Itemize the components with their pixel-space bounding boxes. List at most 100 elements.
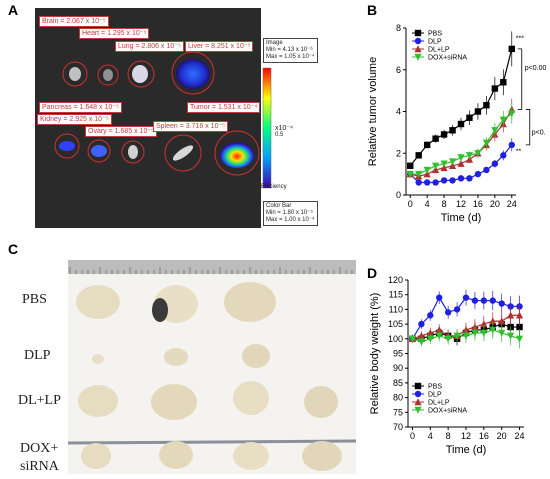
x-tick-label: 20 (490, 199, 500, 209)
data-point (462, 294, 470, 301)
tumor-dlp-1 (92, 354, 104, 364)
data-point (483, 102, 490, 109)
tumor-roi (214, 130, 260, 176)
liver-organ (176, 59, 210, 89)
y-tick-label: 75 (393, 407, 403, 417)
significance-bracket-2 (525, 109, 531, 146)
tumor-pbs-3 (224, 282, 276, 322)
data-point (407, 162, 414, 169)
y-tick-label: 120 (388, 275, 403, 285)
scale-unit-label: x10⁻⁴ (275, 125, 293, 132)
color-scale-bar (262, 67, 272, 189)
ovary-organ (128, 145, 138, 159)
legend-label: DLP (428, 392, 442, 399)
y-tick-label: 8 (396, 23, 401, 33)
data-point (508, 141, 515, 149)
data-point (466, 175, 473, 182)
y-tick-label: 85 (393, 378, 403, 388)
tumor-dox-3 (233, 442, 269, 470)
data-point (489, 326, 497, 334)
data-point (448, 158, 457, 166)
data-point (474, 150, 482, 158)
photo-canvas (67, 260, 357, 474)
image-range-box: Image Min = 4.13 x 10⁻⁶ Max = 1.05 x 10⁻… (263, 38, 318, 63)
data-point (453, 332, 461, 340)
tumor-dox-2 (159, 441, 193, 469)
significance-p-2: p<0.01 (532, 129, 546, 136)
x-tick-label: 8 (442, 199, 447, 209)
x-tick-label: 4 (428, 431, 433, 441)
y-tick-label: 2 (396, 148, 401, 158)
legend-marker (414, 45, 422, 53)
organ-label-heart: Heart = 1.295 x 10⁻⁵ (79, 28, 150, 39)
data-point (415, 170, 423, 178)
lung-organ (132, 65, 148, 83)
data-point (498, 300, 505, 307)
tumor-organ (220, 142, 254, 168)
row-label-dllp: DL+LP (18, 393, 61, 408)
data-point (474, 108, 482, 115)
data-point (498, 317, 506, 325)
x-tick-label: 16 (473, 199, 483, 209)
y-tick-label: 110 (389, 304, 403, 314)
data-point (482, 139, 490, 147)
panel-letter-d: D (367, 265, 378, 281)
legend-marker (414, 406, 422, 414)
data-point (507, 332, 515, 340)
legend-marker (414, 398, 422, 406)
x-tick-label: 16 (479, 431, 489, 441)
data-point (515, 335, 524, 343)
x-tick-label: 0 (410, 431, 415, 441)
data-point (432, 166, 440, 174)
data-point (408, 335, 417, 343)
y-tick-label: 4 (396, 107, 401, 117)
significance-bracket-1 (517, 48, 523, 110)
tumor-dlp-3 (242, 344, 270, 368)
data-point (515, 311, 524, 319)
ruler (68, 260, 356, 274)
x-tick-label: 20 (497, 431, 507, 441)
panel-c-tumor-photo: PBS DLP DL+LP DOX+ siRNA (0, 258, 358, 476)
data-point (491, 127, 499, 135)
organ-label-ovary: Ovary = 1.685 x 10⁻⁵ (85, 126, 157, 137)
y-tick-label: 80 (393, 393, 403, 403)
liver-roi (171, 51, 215, 95)
colorbar-range-box: Color Bar Min = 1.80 x 10⁻⁵ Max = 1.00 x… (263, 201, 318, 226)
data-point (480, 329, 488, 337)
data-point (500, 79, 507, 86)
data-point (432, 162, 440, 170)
data-point (435, 332, 443, 340)
tumor-dox-4 (302, 441, 342, 471)
data-point (457, 120, 465, 128)
data-point (457, 159, 465, 167)
data-point (440, 131, 448, 138)
organ-label-spleen: Spleen = 3.716 x 10⁻⁵ (153, 121, 229, 132)
data-point (457, 175, 465, 182)
legend-label: DL+LP (428, 400, 450, 407)
data-point (448, 161, 457, 169)
pancreas-organ (59, 141, 75, 151)
ovary-roi (121, 140, 145, 164)
data-point (498, 329, 506, 337)
scale-tick-label: 0.5 (275, 132, 284, 138)
tumor-pbs-1 (76, 285, 120, 319)
series-dox-sirna (406, 103, 516, 178)
panel-letter-c: C (8, 241, 19, 257)
data-point (462, 332, 470, 340)
pancreas-roi (54, 133, 80, 159)
data-point (480, 320, 488, 328)
data-point (480, 297, 488, 304)
legend-label: DOX+siRNA (428, 408, 467, 415)
organ-label-lung: Lung = 2.806 x 10⁻⁵ (115, 41, 184, 52)
series-line (409, 48, 513, 167)
x-tick-label: 24 (515, 431, 525, 441)
data-point (453, 306, 461, 313)
data-point (426, 329, 434, 337)
legend-marker (414, 382, 422, 390)
tumor-dox-1 (81, 443, 111, 469)
data-point (471, 329, 479, 337)
x-axis-label: Time (d) (446, 444, 487, 456)
series-dl-lp (406, 98, 516, 180)
